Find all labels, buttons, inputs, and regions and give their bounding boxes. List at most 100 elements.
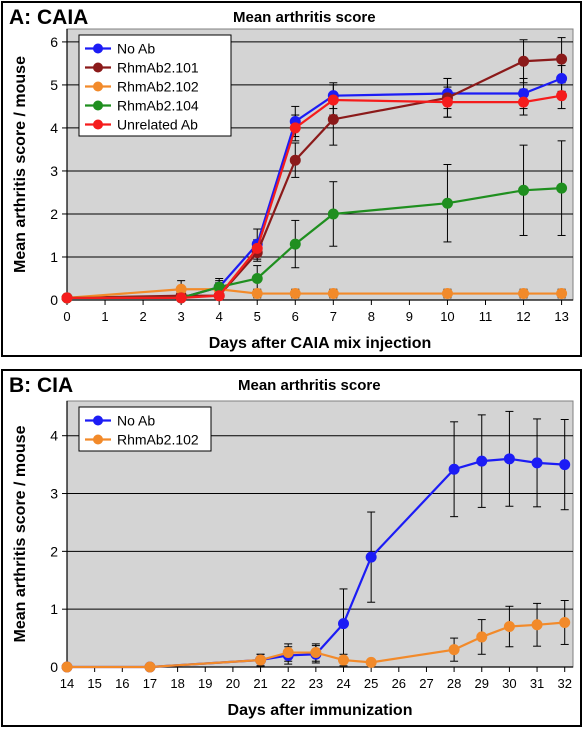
x-tick-label: 18 xyxy=(170,676,184,691)
x-tick-label: 15 xyxy=(87,676,101,691)
y-tick-label: 3 xyxy=(50,486,58,502)
data-point xyxy=(476,631,488,643)
legend-label: RhmAb2.101 xyxy=(117,60,199,76)
data-point xyxy=(441,197,453,209)
data-point xyxy=(476,455,488,467)
x-tick-label: 21 xyxy=(253,676,267,691)
panel-cia: B: CIA Mean arthritis score 0 1 2 3 4 14 15 16 1… xyxy=(1,369,582,727)
x-tick-label: 16 xyxy=(115,676,129,691)
x-tick-label: 28 xyxy=(447,676,461,691)
data-point xyxy=(556,53,568,65)
y-axis-label: Mean arthritis score / mouse xyxy=(12,56,29,273)
data-point xyxy=(559,459,571,471)
data-point xyxy=(503,621,515,633)
data-point xyxy=(327,208,339,220)
data-point xyxy=(518,288,530,300)
x-tick-label: 29 xyxy=(475,676,489,691)
x-tick-label: 32 xyxy=(557,676,571,691)
data-point xyxy=(144,661,156,673)
panel-label: B: CIA xyxy=(9,374,74,397)
data-point xyxy=(365,656,377,668)
data-point xyxy=(531,619,543,631)
data-point xyxy=(255,654,267,666)
data-point xyxy=(251,242,263,254)
data-point xyxy=(518,55,530,67)
y-tick-label: 0 xyxy=(50,659,58,675)
data-point xyxy=(448,644,460,656)
legend-label: RhmAb2.102 xyxy=(117,432,199,448)
legend-box xyxy=(78,406,212,452)
y-tick-label: 6 xyxy=(50,34,58,50)
data-point xyxy=(441,96,453,108)
x-axis-label: Days after CAIA mix injection xyxy=(209,335,432,352)
data-point xyxy=(282,647,294,659)
legend-label: No Ab xyxy=(117,41,155,57)
x-tick-label: 9 xyxy=(406,309,413,324)
x-axis-label: Days after immunization xyxy=(228,702,413,719)
data-point xyxy=(61,292,73,304)
data-point xyxy=(556,90,568,102)
data-point xyxy=(289,122,301,134)
legend-marker xyxy=(93,434,103,445)
data-point xyxy=(327,113,339,125)
data-point xyxy=(213,290,225,302)
data-point xyxy=(365,551,377,563)
x-tick-label: 3 xyxy=(178,309,185,324)
data-point xyxy=(251,272,263,284)
data-point xyxy=(556,72,568,84)
y-tick-label: 2 xyxy=(50,206,58,222)
x-tick-label: 11 xyxy=(479,309,493,324)
x-tick-label: 7 xyxy=(330,309,337,324)
y-tick-label: 0 xyxy=(50,292,58,308)
y-tick-label: 1 xyxy=(50,601,58,617)
data-point xyxy=(175,292,187,304)
legend-marker xyxy=(93,119,103,130)
data-point xyxy=(559,616,571,628)
data-point xyxy=(531,457,543,469)
panel-label: A: CAIA xyxy=(9,6,89,29)
data-point xyxy=(518,96,530,108)
x-tick-label: 13 xyxy=(554,309,568,324)
chart-title: Mean arthritis score xyxy=(233,9,376,26)
y-tick-label: 4 xyxy=(50,120,58,136)
x-tick-label: 27 xyxy=(419,676,433,691)
x-tick-label: 23 xyxy=(309,676,323,691)
x-tick-label: 31 xyxy=(530,676,544,691)
x-tick-label: 20 xyxy=(226,676,240,691)
x-tick-label: 2 xyxy=(139,309,146,324)
x-tick-label: 14 xyxy=(60,676,74,691)
x-tick-label: 22 xyxy=(281,676,295,691)
legend-marker xyxy=(93,100,103,111)
data-point xyxy=(448,463,460,475)
legend-marker xyxy=(93,415,103,426)
legend-label: RhmAb2.102 xyxy=(117,79,199,95)
data-point xyxy=(61,661,73,673)
x-tick-label: 17 xyxy=(143,676,157,691)
y-tick-label: 5 xyxy=(50,77,58,93)
legend-label: Unrelated Ab xyxy=(117,117,198,133)
x-tick-label: 4 xyxy=(216,309,223,324)
data-point xyxy=(310,647,322,659)
y-tick-label: 4 xyxy=(50,428,58,444)
x-tick-label: 1 xyxy=(101,309,108,324)
y-axis-label: Mean arthritis score / mouse xyxy=(12,425,29,642)
data-point xyxy=(289,288,301,300)
x-tick-label: 5 xyxy=(254,309,261,324)
data-point xyxy=(556,182,568,194)
legend-marker xyxy=(93,81,103,92)
legend-marker xyxy=(93,43,103,54)
data-point xyxy=(338,618,350,630)
x-tick-label: 26 xyxy=(392,676,406,691)
x-tick-label: 10 xyxy=(440,309,454,324)
data-point xyxy=(503,453,515,465)
data-point xyxy=(251,288,263,300)
x-tick-label: 24 xyxy=(336,676,350,691)
data-point xyxy=(289,154,301,166)
data-point xyxy=(441,288,453,300)
y-tick-label: 2 xyxy=(50,543,58,559)
data-point xyxy=(327,288,339,300)
data-point xyxy=(556,288,568,300)
x-tick-label: 0 xyxy=(63,309,70,324)
